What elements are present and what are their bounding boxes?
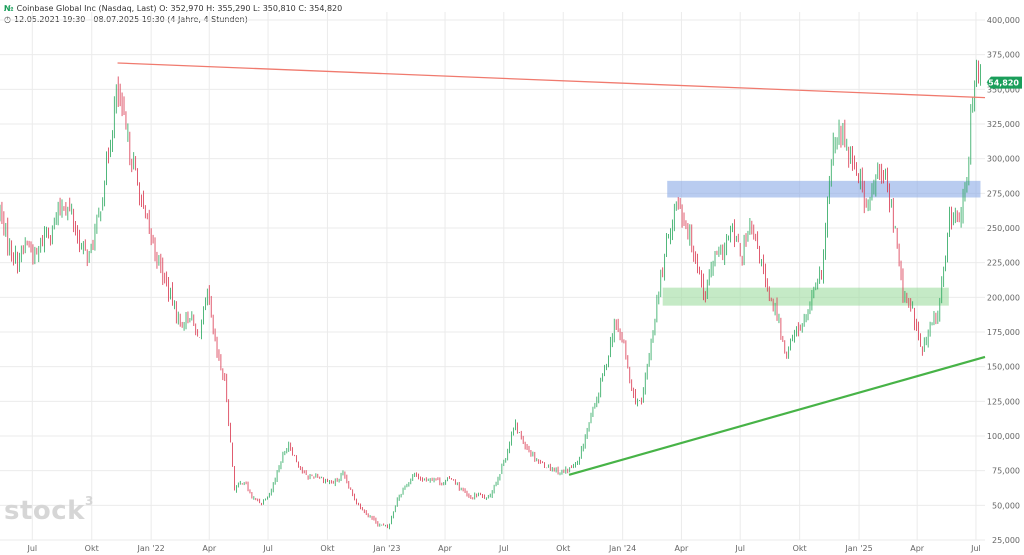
last-price-badge bbox=[986, 76, 1022, 89]
currency-symbol-icon: № bbox=[4, 4, 14, 13]
instrument-title: Coinbase Global Inc (Nasdaq, Last) O: 35… bbox=[16, 4, 343, 13]
x-tick-label: Okt bbox=[556, 544, 570, 553]
x-tick-label: Jul bbox=[26, 544, 37, 553]
x-tick-label: Jan '23 bbox=[372, 544, 400, 553]
y-tick-label: 300,000 bbox=[987, 155, 1020, 164]
grid-lines bbox=[0, 12, 985, 541]
y-tick-label: 275,000 bbox=[987, 189, 1020, 198]
y-axis: 25,000 50,000 75,000 100,000 125,000 150,000 1… bbox=[987, 16, 1020, 545]
y-tick-label: 100,000 bbox=[987, 432, 1020, 441]
y-tick-label: 325,000 bbox=[987, 120, 1020, 129]
y-tick-label: 350,000 bbox=[987, 85, 1020, 94]
trendline bbox=[117, 62, 986, 99]
y-tick-label: 400,000 bbox=[987, 16, 1020, 25]
trendline bbox=[568, 355, 986, 476]
brand-watermark: stock3 bbox=[4, 494, 94, 526]
x-tick-label: Jan '22 bbox=[137, 544, 165, 553]
last-price-label: 354,820 bbox=[983, 79, 1020, 88]
y-tick-label: 250,000 bbox=[987, 224, 1020, 233]
x-tick-label: Jul bbox=[734, 544, 745, 553]
price-candles bbox=[0, 59, 981, 530]
chart-header: № Coinbase Global Inc (Nasdaq, Last) O: 3… bbox=[4, 4, 342, 14]
y-tick-label: 225,000 bbox=[987, 259, 1020, 268]
brand-text: stock bbox=[4, 496, 85, 526]
y-tick-label: 175,000 bbox=[987, 328, 1020, 337]
x-tick-label: Okt bbox=[793, 544, 807, 553]
x-tick-label: Apr bbox=[202, 544, 217, 553]
x-tick-label: Jan '24 bbox=[608, 544, 636, 553]
x-tick-label: Jul bbox=[498, 544, 509, 553]
y-tick-label: 75,000 bbox=[992, 467, 1020, 476]
support-resistance-zone bbox=[662, 287, 949, 306]
x-axis: Jul Okt Jan '22 Apr Jul Okt Jan '23 Apr Jul Okt Ja… bbox=[26, 544, 980, 553]
x-tick-label: Apr bbox=[910, 544, 925, 553]
x-tick-label: Okt bbox=[320, 544, 334, 553]
trendlines bbox=[117, 62, 986, 476]
x-tick-label: Jan '25 bbox=[844, 544, 872, 553]
last-price-marker: 354,820 bbox=[983, 76, 1022, 89]
x-tick-label: Jul bbox=[970, 544, 981, 553]
y-tick-label: 50,000 bbox=[992, 501, 1020, 510]
brand-superscript: 3 bbox=[84, 494, 94, 508]
x-tick-label: Okt bbox=[85, 544, 99, 553]
zones bbox=[662, 180, 981, 306]
x-tick-label: Apr bbox=[438, 544, 453, 553]
support-resistance-zone bbox=[667, 180, 981, 198]
y-tick-label: 125,000 bbox=[987, 397, 1020, 406]
y-tick-label: 375,000 bbox=[987, 51, 1020, 60]
x-tick-label: Jul bbox=[262, 544, 273, 553]
y-tick-label: 150,000 bbox=[987, 363, 1020, 372]
x-tick-label: Apr bbox=[675, 544, 690, 553]
y-tick-label: 200,000 bbox=[987, 293, 1020, 302]
y-tick-label: 25,000 bbox=[992, 536, 1020, 545]
